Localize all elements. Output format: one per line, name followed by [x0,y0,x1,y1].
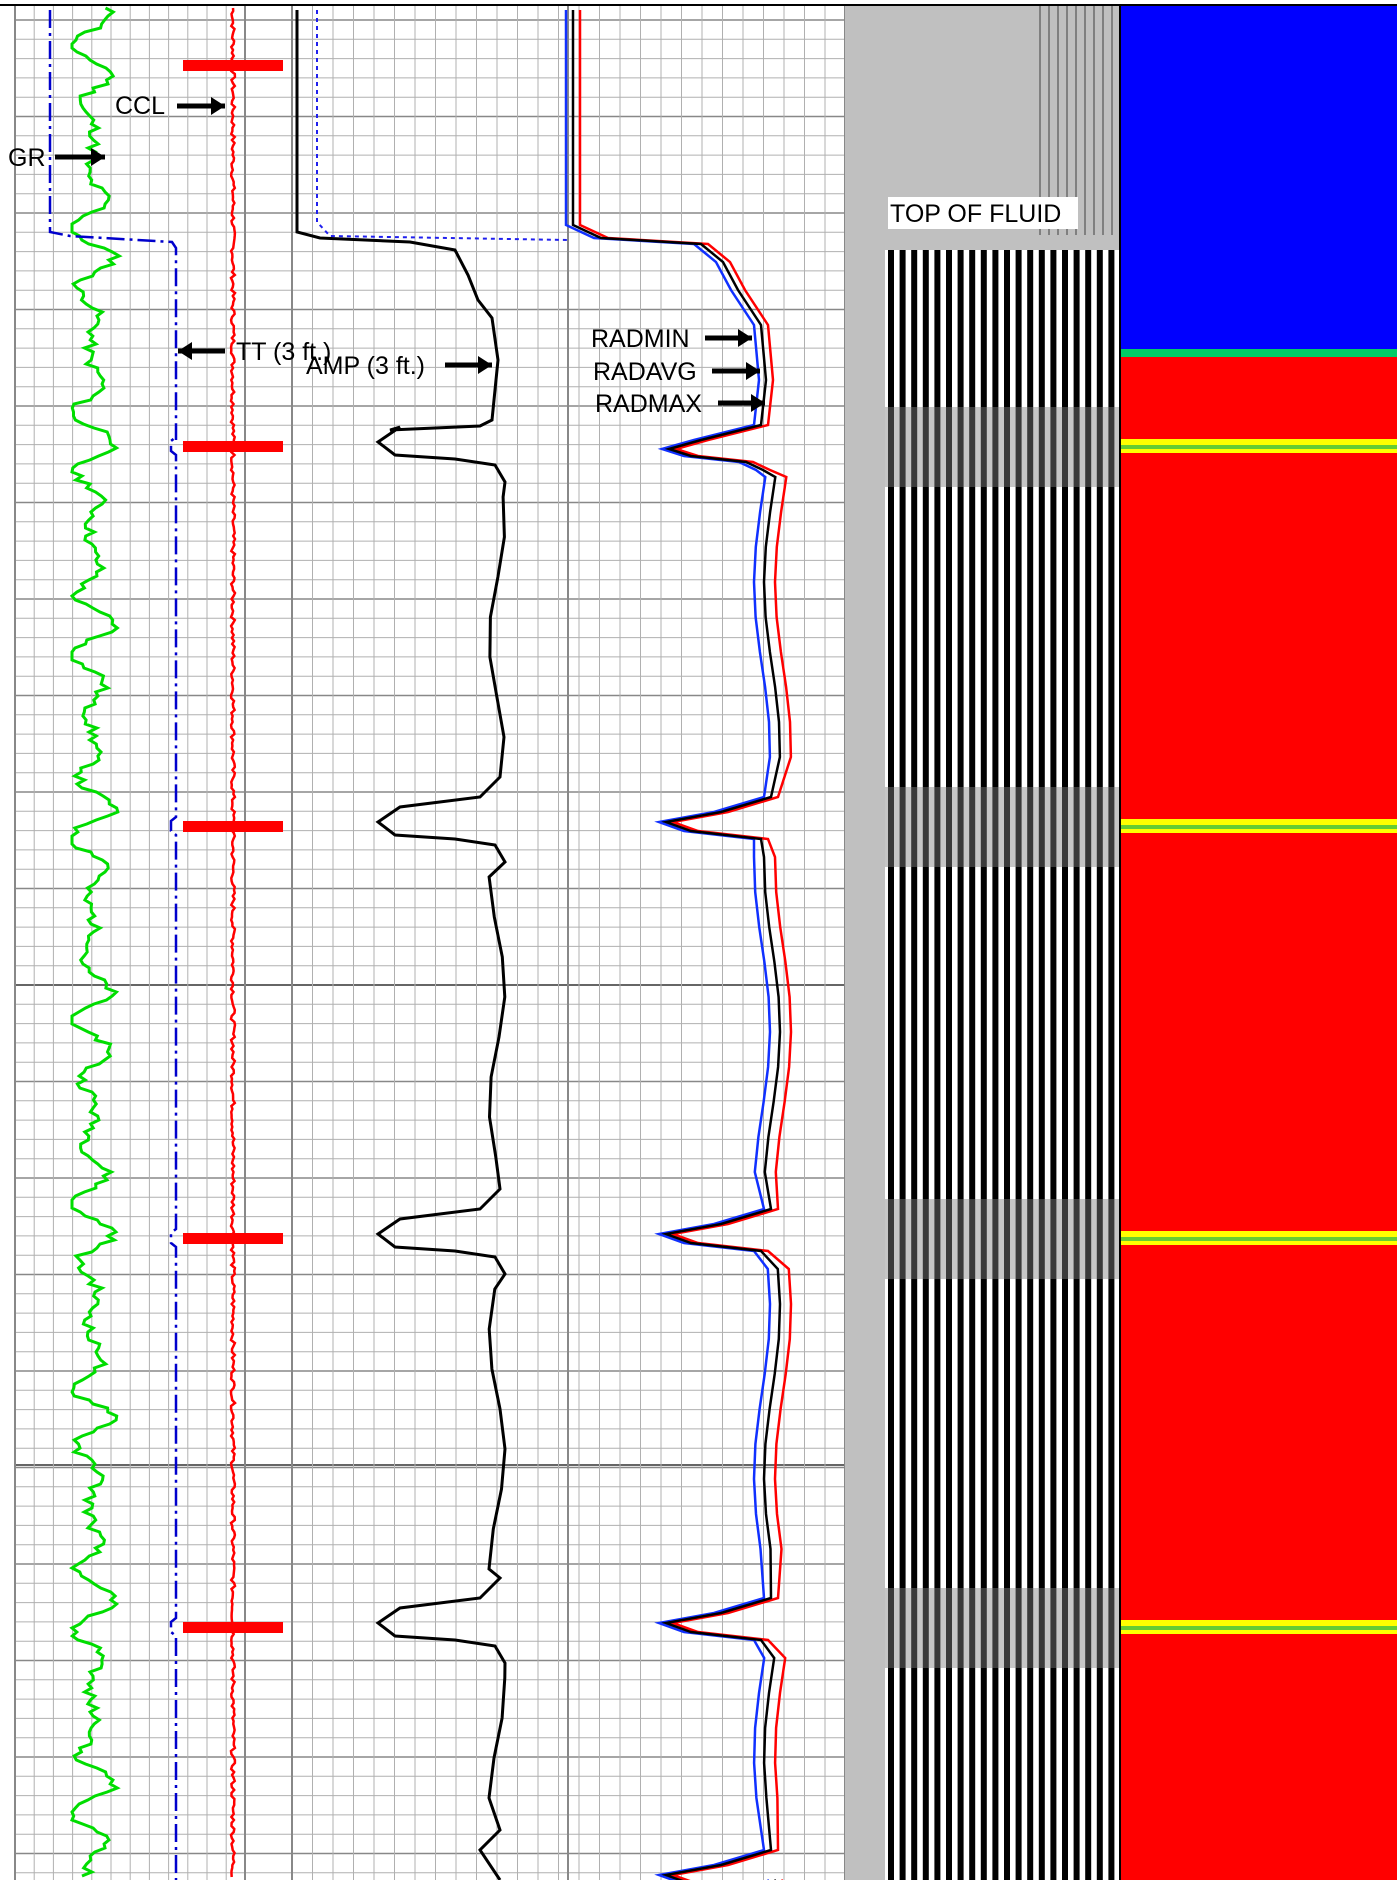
vdl-stripes [888,250,1115,1880]
radavg-curve [571,10,782,1880]
vdl-noise-zone [885,1199,1120,1279]
radmin-arrow [705,329,752,347]
radmax-arrow [718,394,765,412]
top-of-fluid-label-bg [888,197,1078,229]
ccl-collar-spike [183,821,283,832]
curves [48,6,793,1880]
map-gas-zone [1120,6,1397,349]
radmin-label: RADMIN [591,325,690,353]
vdl-noise-zone [885,1588,1120,1668]
amp-label: AMP (3 ft.) [306,352,425,380]
ccl-collar-spike [183,60,283,71]
ccl-collar-spike [183,441,283,452]
ccl-collar-spike [183,1622,283,1633]
vdl-noise-zone [885,787,1120,867]
amp-curve [295,10,507,1880]
ccl-collar-spike [183,1233,283,1244]
vdl-track [845,6,1120,1880]
gr-arrow [55,148,105,166]
label-arrows [55,97,765,412]
radavg-arrow [712,362,760,380]
top-of-fluid-label: TOP OF FLUID [890,200,1061,228]
tt-arrow [178,342,225,360]
ccl-arrow [177,97,225,115]
tt-curve [48,10,178,1880]
tt-label: TT (3 ft.) [236,338,331,366]
radmax-label: RADMAX [595,390,702,418]
radial-map-track [1119,6,1397,1880]
labels: GR CCL TT (3 ft.) AMP (3 ft.) RADMIN RAD… [8,92,1078,418]
vdl-noise-zone [885,407,1120,487]
ccl-label: CCL [115,92,165,120]
amp-arrow [445,356,492,374]
amp-ref-curve [316,10,569,241]
gr-label: GR [8,144,46,172]
gr-curve [68,6,123,1878]
radavg-label: RADAVG [593,358,697,386]
ccl-curve [229,7,237,1878]
